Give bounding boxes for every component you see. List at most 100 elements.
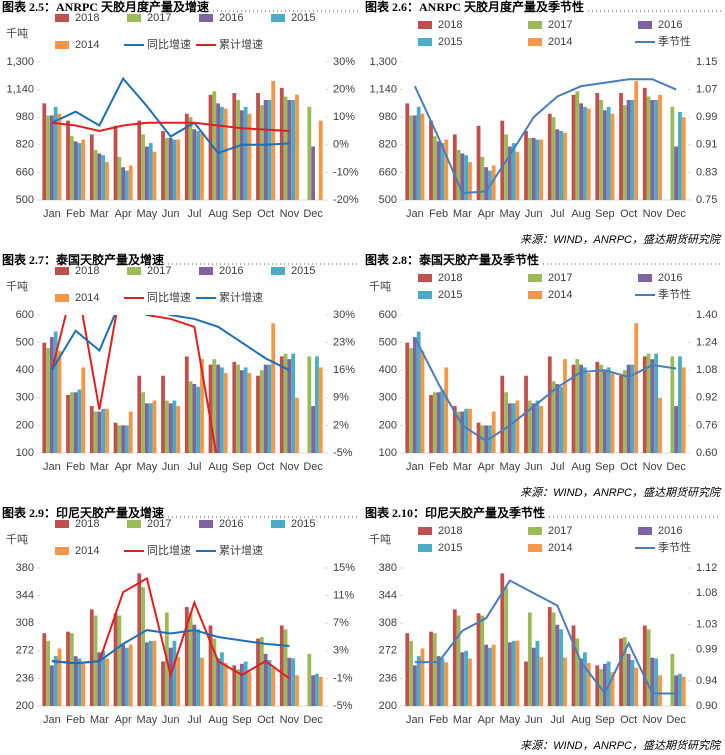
x-tick-label: Oct (257, 461, 274, 473)
bar (125, 647, 129, 706)
bar (595, 361, 600, 453)
bar (196, 629, 201, 706)
bar (128, 644, 133, 706)
bar (81, 139, 86, 200)
bar (239, 110, 244, 200)
legend-label: 季节性 (658, 34, 691, 48)
legend-label: 季节性 (658, 287, 691, 301)
bar (491, 644, 496, 706)
bar (555, 129, 560, 200)
bar (311, 146, 316, 200)
y-tick-label: 200 (379, 419, 397, 431)
y2-tick-label: 16% (333, 364, 355, 376)
legend-label: 2016 (658, 272, 682, 284)
bar (200, 132, 204, 200)
bar (583, 652, 587, 706)
legend-label: 2016 (658, 19, 682, 31)
bar (527, 400, 532, 453)
bar (318, 120, 323, 200)
bar (232, 361, 237, 453)
source-note: 来源：WIND，ANRPC，盛达期货研究院 (520, 486, 722, 499)
bar (259, 370, 264, 453)
legend-label: 2015 (438, 36, 462, 48)
bar (650, 99, 655, 200)
bar (674, 675, 679, 706)
legend-label: 2015 (291, 265, 315, 277)
bar (49, 337, 54, 453)
y2-tick-label: -5% (333, 447, 353, 459)
legend-label: 2017 (147, 265, 171, 277)
legend-label: 2015 (438, 542, 462, 554)
bar (259, 637, 264, 706)
bar (291, 99, 296, 200)
legend-swatch (127, 520, 141, 528)
bar (531, 403, 536, 453)
bar (117, 425, 122, 453)
bar (409, 115, 413, 200)
bar (117, 156, 122, 200)
y2-tick-label: 2% (333, 419, 349, 431)
legend-label: 2016 (219, 12, 243, 24)
y2-tick-label: 1.12 (696, 562, 717, 574)
legend-swatch (528, 291, 542, 299)
y-tick-label: 1,300 (369, 56, 397, 68)
bar (283, 96, 288, 200)
legend-swatch (55, 267, 69, 275)
legend-swatch (528, 21, 542, 29)
y-tick-label: 308 (379, 617, 397, 629)
bar (559, 629, 564, 706)
bar (125, 425, 129, 453)
bar (480, 156, 485, 200)
bar (416, 656, 421, 706)
bar (444, 662, 449, 706)
bar (259, 105, 264, 200)
y-tick-label: 1,140 (369, 84, 397, 96)
bar (412, 665, 417, 706)
bar (141, 134, 145, 200)
bar (464, 650, 469, 706)
bar (46, 348, 50, 453)
bar (243, 106, 248, 200)
bar (452, 609, 457, 706)
bar (144, 403, 149, 453)
bar (476, 125, 481, 200)
y2-tick-label: 1.07 (696, 84, 717, 96)
x-tick-label: Sep (595, 208, 615, 220)
bar (412, 337, 417, 453)
legend-swatch (55, 547, 69, 555)
bar (484, 425, 489, 453)
bar (220, 652, 224, 706)
y-tick-label: 600 (16, 309, 34, 321)
x-tick-label: Oct (257, 208, 274, 220)
y2-tick-label: -20% (333, 194, 359, 206)
y2-tick-label: 0.94 (696, 675, 717, 687)
y-tick-label: 200 (16, 419, 34, 431)
bar (642, 87, 647, 200)
bar (212, 638, 217, 706)
y-tick-label: 344 (379, 590, 397, 602)
bar (81, 662, 86, 706)
bar (311, 675, 316, 706)
bar (515, 151, 520, 200)
bar (555, 384, 560, 453)
bar (551, 117, 556, 200)
bar (57, 350, 62, 453)
bar (500, 573, 505, 706)
bar (53, 331, 58, 453)
bar (144, 146, 149, 200)
bar (208, 364, 213, 453)
bar (279, 356, 284, 453)
bar (232, 665, 237, 706)
bar (507, 403, 512, 453)
bar (674, 406, 679, 453)
bar (405, 633, 410, 706)
bar (161, 375, 165, 453)
bar (432, 392, 437, 453)
bar (429, 395, 433, 453)
bar (619, 93, 623, 200)
x-tick-label: Sep (232, 461, 252, 473)
x-tick-label: Mar (90, 714, 109, 726)
x-tick-label: Jan (43, 461, 61, 473)
x-tick-label: Dec (303, 461, 323, 473)
